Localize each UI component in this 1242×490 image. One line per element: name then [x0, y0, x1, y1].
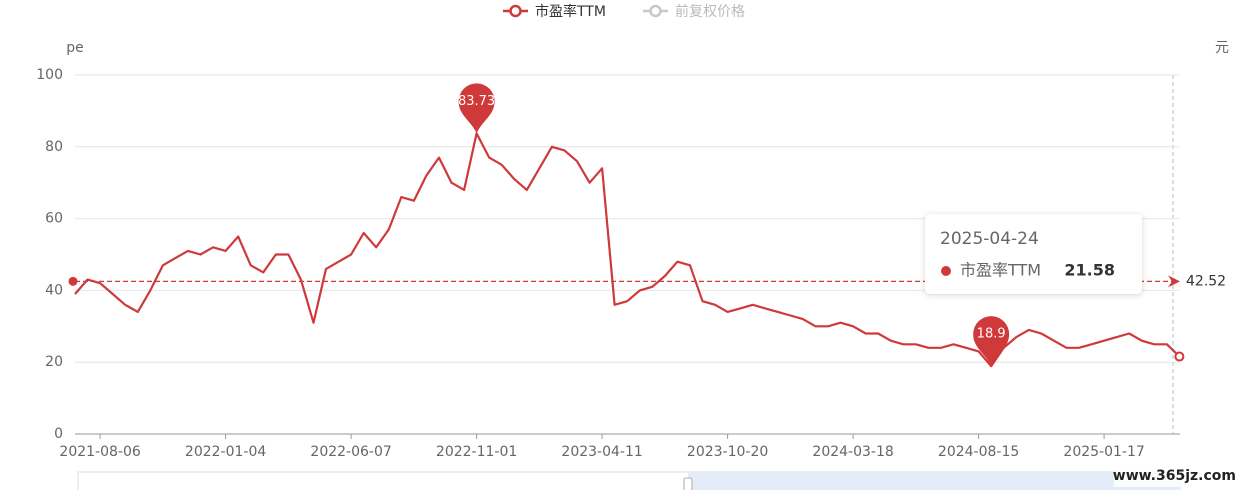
y2-axis-label: 元 [1215, 40, 1229, 56]
x-tick-label: 2023-04-11 [561, 444, 642, 460]
x-tick-label: 2024-03-18 [812, 444, 893, 460]
series-line [74, 132, 1181, 368]
mark-point-label: 18.9 [977, 327, 1006, 342]
x-tick-label: 2024-08-15 [938, 444, 1019, 460]
x-tick-label: 2025-01-17 [1063, 444, 1144, 460]
tooltip: 2025-04-24 市盈率TTM 21.58 [925, 214, 1142, 294]
average-start [68, 276, 78, 286]
mark-point-label: 83.73 [458, 94, 495, 109]
tooltip-box [925, 214, 1142, 294]
watermark-bg [1114, 463, 1242, 487]
tooltip-value: 21.58 [1064, 261, 1115, 280]
mark-point-pin [458, 83, 495, 134]
y-tick-label: 20 [45, 354, 63, 370]
x-tick-label: 2021-08-06 [59, 444, 140, 460]
x-tick-label: 2022-01-04 [185, 444, 266, 460]
tooltip-dot [941, 266, 951, 276]
legend-label: 市盈率TTM [535, 3, 606, 20]
y-tick-label: 40 [45, 282, 63, 298]
x-tick-label: 2023-10-20 [687, 444, 768, 460]
data-zoom[interactable] [77, 471, 1181, 490]
y-axis-label: pe [66, 40, 84, 56]
mark-point-pin [973, 316, 1010, 367]
average-arrow [1168, 275, 1180, 288]
zoom-window [688, 472, 1180, 490]
x-tick-label: 2022-11-01 [436, 444, 517, 460]
tooltip-series: 市盈率TTM [960, 261, 1041, 280]
y-tick-label: 100 [36, 67, 63, 83]
x-tick-label: 2022-06-07 [310, 444, 391, 460]
hover-point [1174, 351, 1185, 362]
y-tick-label: 80 [45, 139, 63, 155]
legend-icon-dot [509, 4, 522, 18]
watermark: www.365jz.com [1113, 468, 1236, 484]
average-label: 42.52 [1186, 273, 1226, 289]
legend-label: 前复权价格 [675, 3, 745, 20]
y-tick-label: 0 [54, 426, 63, 442]
legend-icon-dot [649, 4, 662, 18]
tooltip-date: 2025-04-24 [940, 229, 1039, 249]
zoom-handle[interactable] [683, 477, 693, 490]
y-tick-label: 60 [45, 211, 63, 227]
